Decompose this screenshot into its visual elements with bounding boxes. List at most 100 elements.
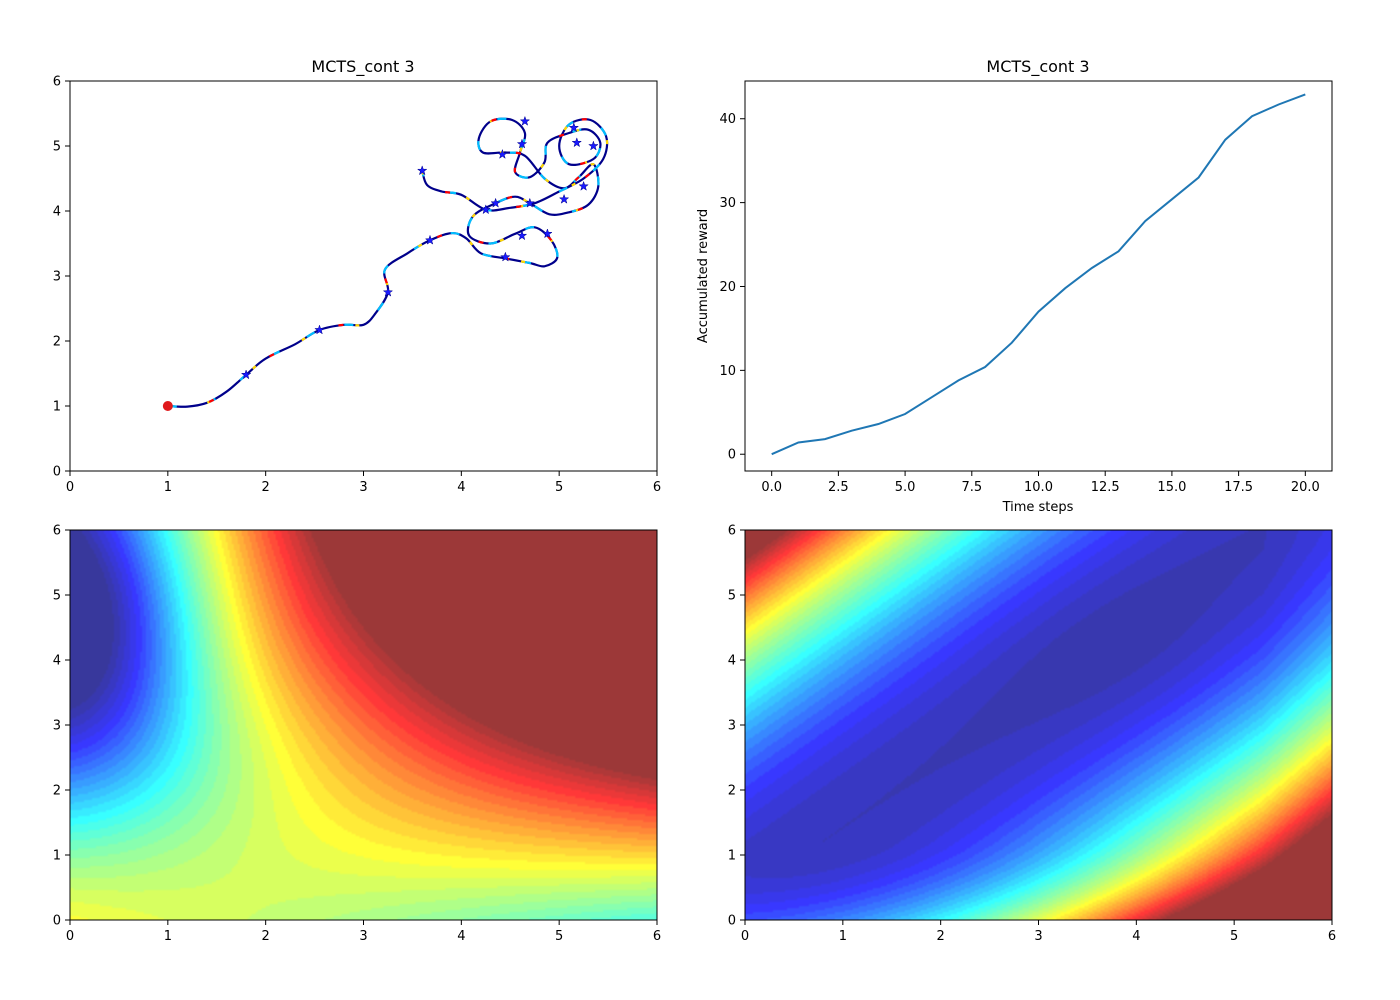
waypoint-star: [571, 137, 583, 148]
contour-left-y-ticks: 0 1 2 3 4 5 6: [53, 524, 70, 929]
contour-right-x-ticks: 0 1 2 3 4 5 6: [741, 920, 1336, 944]
contour-map-right-area: [745, 530, 1332, 920]
trajectory-highlight: [167, 117, 609, 408]
x-tick-label: 6: [653, 480, 661, 495]
waypoint-star: [497, 148, 508, 159]
x-tick-label: 0.0: [761, 480, 782, 495]
waypoint-star: [416, 165, 428, 176]
x-tick-label: 7.5: [961, 480, 982, 495]
x-tick-label: 0: [66, 480, 74, 495]
trajectory-x-ticks: 0 1 2 3 4 5 6: [66, 471, 661, 495]
y-tick-label: 4: [53, 654, 61, 669]
contour-left-x-ticks: 0 1 2 3 4 5 6: [66, 920, 661, 944]
reward-plot-frame: [744, 80, 1333, 472]
reward-plot-title: MCTS_cont 3: [986, 57, 1089, 77]
x-tick-label: 3: [1034, 929, 1042, 944]
waypoint-star: [516, 138, 528, 149]
waypoint-star: [519, 115, 531, 126]
x-tick-label: 1: [839, 929, 847, 944]
x-tick-label: 4: [457, 480, 465, 495]
waypoint-star: [382, 286, 394, 297]
y-tick-label: 1: [728, 849, 736, 864]
x-tick-label: 20.0: [1291, 480, 1320, 495]
start-point: [162, 401, 173, 411]
reward-marks: [771, 93, 1306, 456]
y-tick-label: 5: [53, 140, 61, 155]
reward-plot-area: [771, 93, 1306, 456]
x-tick-label: 15.0: [1157, 480, 1186, 495]
waypoint-star: [240, 369, 252, 380]
y-tick-label: 10: [719, 364, 736, 379]
trajectory-y-ticks: 0 1 2 3 4 5 6: [53, 75, 70, 480]
y-tick-label: 5: [53, 589, 61, 604]
y-tick-label: 2: [53, 784, 61, 799]
trajectory-plot-title: MCTS_cont 3: [311, 57, 414, 77]
y-tick-label: 3: [53, 270, 61, 285]
reward-x-axis-label: Time steps: [1002, 500, 1074, 515]
waypoint-star: [524, 197, 536, 208]
y-tick-label: 0: [728, 914, 736, 929]
reward-plot: MCTS_cont 3 0.0 2.5 5.0 7.5 10.0 12.5 15.0 17.5…: [696, 57, 1333, 515]
x-tick-label: 6: [653, 929, 661, 944]
x-tick-label: 12.5: [1091, 480, 1120, 495]
waypoint-star: [490, 197, 501, 208]
x-tick-label: 1: [164, 480, 172, 495]
x-tick-label: 10.0: [1024, 480, 1053, 495]
x-tick-label: 4: [457, 929, 465, 944]
y-tick-label: 20: [719, 280, 736, 295]
x-tick-label: 5: [1230, 929, 1238, 944]
contour-map-left-area: [70, 530, 657, 920]
reward-y-axis-label: Accumulated reward: [696, 209, 711, 343]
x-tick-label: 3: [359, 929, 367, 944]
contour-right-y-ticks: 0 1 2 3 4 5 6: [728, 524, 745, 929]
waypoint-star: [558, 193, 570, 204]
waypoint-star: [424, 234, 436, 245]
y-tick-label: 2: [53, 335, 61, 350]
x-tick-label: 17.5: [1224, 480, 1253, 495]
x-tick-label: 1: [164, 929, 172, 944]
trajectory-highlight: [167, 117, 609, 408]
y-tick-label: 1: [53, 849, 61, 864]
y-tick-label: 3: [53, 719, 61, 734]
x-tick-label: 2: [262, 480, 270, 495]
x-tick-label: 6: [1328, 929, 1336, 944]
y-tick-label: 5: [728, 589, 736, 604]
y-tick-label: 4: [728, 654, 736, 669]
x-tick-label: 4: [1132, 929, 1140, 944]
reward-x-ticks: 0.0 2.5 5.0 7.5 10.0 12.5 15.0 17.5 20.0: [761, 471, 1320, 495]
trajectory-plot-area: [162, 115, 609, 411]
waypoint-star: [516, 230, 528, 241]
trajectory-plot: MCTS_cont 3 0 1 2 3 4 5 6 0 1 2 3 4 5 6: [53, 57, 661, 495]
y-tick-label: 1: [53, 400, 61, 415]
contour-map-left-image: [70, 530, 657, 920]
x-tick-label: 5: [555, 480, 563, 495]
reward-line: [771, 93, 1306, 456]
x-tick-label: 0: [741, 929, 749, 944]
waypoint-star: [314, 324, 325, 335]
x-tick-label: 2.5: [828, 480, 849, 495]
y-tick-label: 2: [728, 784, 736, 799]
y-tick-label: 6: [53, 524, 61, 539]
y-tick-label: 3: [728, 719, 736, 734]
waypoint-star: [588, 140, 599, 151]
y-tick-label: 0: [728, 448, 736, 463]
waypoint-star: [480, 204, 492, 215]
contour-map-right-image: [745, 530, 1332, 920]
x-tick-label: 2: [937, 929, 945, 944]
x-tick-label: 3: [359, 480, 367, 495]
reward-y-ticks: 0 10 20 30 40: [719, 112, 745, 463]
y-tick-label: 0: [53, 465, 61, 480]
x-tick-label: 0: [66, 929, 74, 944]
x-tick-label: 5: [555, 929, 563, 944]
y-tick-label: 0: [53, 914, 61, 929]
trajectory-highlight: [167, 117, 609, 408]
y-tick-label: 6: [53, 75, 61, 90]
x-tick-label: 2: [262, 929, 270, 944]
waypoint-star: [568, 122, 580, 133]
contour-map-right: 0 1 2 3 4 5 6 0 1 2 3 4 5 6: [728, 524, 1336, 945]
y-tick-label: 30: [719, 196, 736, 211]
trajectory-plot-frame: [69, 80, 658, 472]
y-tick-label: 6: [728, 524, 736, 539]
y-tick-label: 4: [53, 205, 61, 220]
